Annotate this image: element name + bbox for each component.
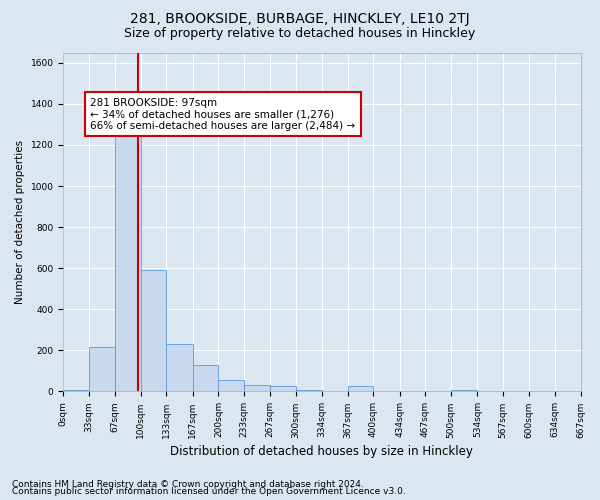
- Text: Contains HM Land Registry data © Crown copyright and database right 2024.: Contains HM Land Registry data © Crown c…: [12, 480, 364, 489]
- X-axis label: Distribution of detached houses by size in Hinckley: Distribution of detached houses by size …: [170, 444, 473, 458]
- Bar: [244, 386, 271, 392]
- Bar: [141, 270, 166, 392]
- Bar: [89, 348, 115, 392]
- Text: Contains public sector information licensed under the Open Government Licence v3: Contains public sector information licen…: [12, 487, 406, 496]
- Bar: [218, 380, 244, 392]
- Bar: [271, 386, 296, 392]
- Bar: [296, 390, 322, 392]
- Bar: [451, 390, 478, 392]
- Bar: [166, 344, 193, 392]
- Bar: [115, 126, 141, 392]
- Text: 281 BROOKSIDE: 97sqm
← 34% of detached houses are smaller (1,276)
66% of semi-de: 281 BROOKSIDE: 97sqm ← 34% of detached h…: [91, 98, 356, 131]
- Bar: [348, 386, 373, 392]
- Y-axis label: Number of detached properties: Number of detached properties: [15, 140, 25, 304]
- Text: 281, BROOKSIDE, BURBAGE, HINCKLEY, LE10 2TJ: 281, BROOKSIDE, BURBAGE, HINCKLEY, LE10 …: [130, 12, 470, 26]
- Text: Size of property relative to detached houses in Hinckley: Size of property relative to detached ho…: [124, 28, 476, 40]
- Bar: [63, 390, 89, 392]
- Bar: [193, 365, 218, 392]
